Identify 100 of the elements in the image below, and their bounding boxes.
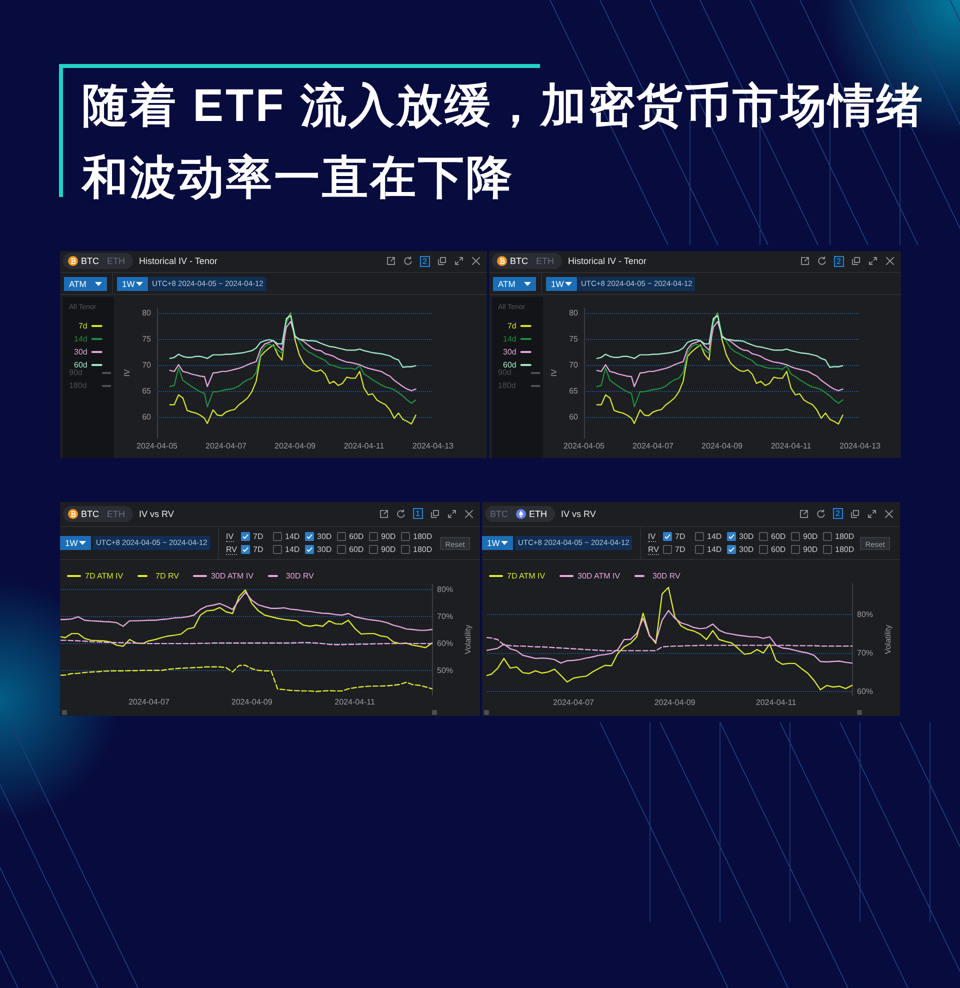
x-tick-label: 2024-04-09 <box>231 698 273 706</box>
text: 60D <box>349 544 364 554</box>
legend-label: 30D RV <box>286 572 314 580</box>
chart-title: IV vs RV <box>139 508 174 518</box>
text: 2 <box>834 256 844 266</box>
y-tick-label: 70 <box>569 360 579 370</box>
x-tick-label: 2024-04-13 <box>412 442 454 450</box>
legend-label: 60d <box>502 360 516 370</box>
legend-label: 14d <box>74 334 88 344</box>
legend-label: 7d <box>78 322 88 330</box>
text: BTC <box>81 256 99 266</box>
y-tick-label: 70% <box>437 612 454 621</box>
text: ETH <box>529 508 547 518</box>
line-series <box>169 320 416 392</box>
y-tick-label: 70 <box>142 360 152 370</box>
chart-title: Historical IV - Tenor <box>568 256 646 266</box>
y-tick-label: 65 <box>142 386 152 396</box>
x-tick-label: 2024-04-07 <box>553 698 595 707</box>
text: 180d <box>498 381 516 391</box>
text: 180D <box>835 532 854 542</box>
text: 随着 ETF 流入放缓，加密货币市场情绪和波动率一直在下降 <box>82 78 926 205</box>
text: 14D <box>285 532 300 542</box>
x-tick-label: 2024-04-07 <box>128 698 170 706</box>
line-series <box>486 586 853 690</box>
text: 14D <box>285 544 300 554</box>
y-tick-label: 75 <box>142 334 152 344</box>
x-tick-label: 2024-04-11 <box>756 698 797 707</box>
text: RV <box>226 544 237 554</box>
text: 7D <box>253 544 264 554</box>
line-series <box>596 320 844 392</box>
text: 2 <box>420 256 430 266</box>
y-tick-label: 60% <box>857 687 874 696</box>
y-axis-title: IV <box>122 368 132 377</box>
text: 30D <box>317 532 332 542</box>
x-tick-label: 2024-04-11 <box>334 698 376 706</box>
text: 1W <box>122 278 135 288</box>
text: 1W <box>65 538 78 548</box>
legend-label: 30d <box>74 348 88 356</box>
x-tick-label: 2024-04-05 <box>564 442 606 450</box>
chart-title: IV vs RV <box>561 508 596 518</box>
line-series <box>169 312 416 425</box>
text: ETH <box>536 256 554 266</box>
text: 7D <box>675 544 686 554</box>
text: 2 <box>832 508 843 519</box>
x-tick-label: 2024-04-07 <box>632 442 674 450</box>
text: 90d <box>498 368 512 378</box>
x-tick-label: 2024-04-07 <box>206 442 248 450</box>
x-tick-label: 2024-04-11 <box>770 442 812 450</box>
y-tick-label: 50% <box>437 666 454 676</box>
x-tick-label: 2024-04-09 <box>274 442 316 450</box>
text: BTC <box>510 256 528 266</box>
text: 180D <box>835 544 854 554</box>
text: 60D <box>771 532 786 542</box>
text: BTC <box>490 508 508 518</box>
text: 30D <box>739 532 754 542</box>
line-series <box>169 313 416 408</box>
line-series <box>60 589 433 648</box>
text: 30D <box>317 544 332 554</box>
text: 1 <box>412 508 423 519</box>
text: ATM <box>69 278 86 288</box>
x-tick-label: 2024-04-13 <box>840 442 882 450</box>
legend-label: 7D RV <box>156 572 180 580</box>
y-tick-label: 60% <box>437 639 454 648</box>
text: 1W <box>487 538 500 548</box>
text: IV <box>648 532 656 542</box>
text: 90D <box>803 532 818 542</box>
text: 30D <box>739 544 754 554</box>
y-axis-title: Volatility <box>464 624 472 654</box>
y-tick-label: 70% <box>857 648 874 658</box>
y-tick-label: 65 <box>569 386 579 396</box>
legend-label: 7d <box>507 322 516 330</box>
text: ETH <box>107 256 125 266</box>
legend-label: 30D RV <box>652 572 682 580</box>
text: 60D <box>771 544 786 554</box>
chart-title: Historical IV - Tenor <box>139 256 218 266</box>
y-tick-label: 80% <box>857 610 874 619</box>
text: ATM <box>498 278 516 288</box>
text: 180D <box>413 544 432 554</box>
legend-label: 7D ATM IV <box>85 572 124 580</box>
text: 7D <box>253 532 264 542</box>
line-series <box>60 592 433 631</box>
text: 1W <box>551 278 564 288</box>
legend-label: 30D ATM IV <box>210 572 254 580</box>
line-series <box>169 315 416 368</box>
text: IV <box>226 532 234 542</box>
y-axis-title: Volatility <box>884 624 892 654</box>
legend-label: 30d <box>502 348 516 356</box>
x-tick-label: 2024-04-05 <box>136 442 178 450</box>
y-tick-label: 80 <box>569 308 579 318</box>
text: 90D <box>803 544 818 554</box>
text: 7D <box>675 532 686 542</box>
legend-label: 30D ATM IV <box>578 572 621 580</box>
legend-label: 60d <box>74 360 88 370</box>
x-tick-label: 2024-04-09 <box>654 698 696 707</box>
y-axis-title: IV <box>550 368 559 377</box>
text: BTC <box>81 508 99 518</box>
text: 90D <box>381 544 396 554</box>
y-tick-label: 60 <box>569 412 579 422</box>
text: RV <box>648 544 659 554</box>
line-series <box>60 664 433 692</box>
